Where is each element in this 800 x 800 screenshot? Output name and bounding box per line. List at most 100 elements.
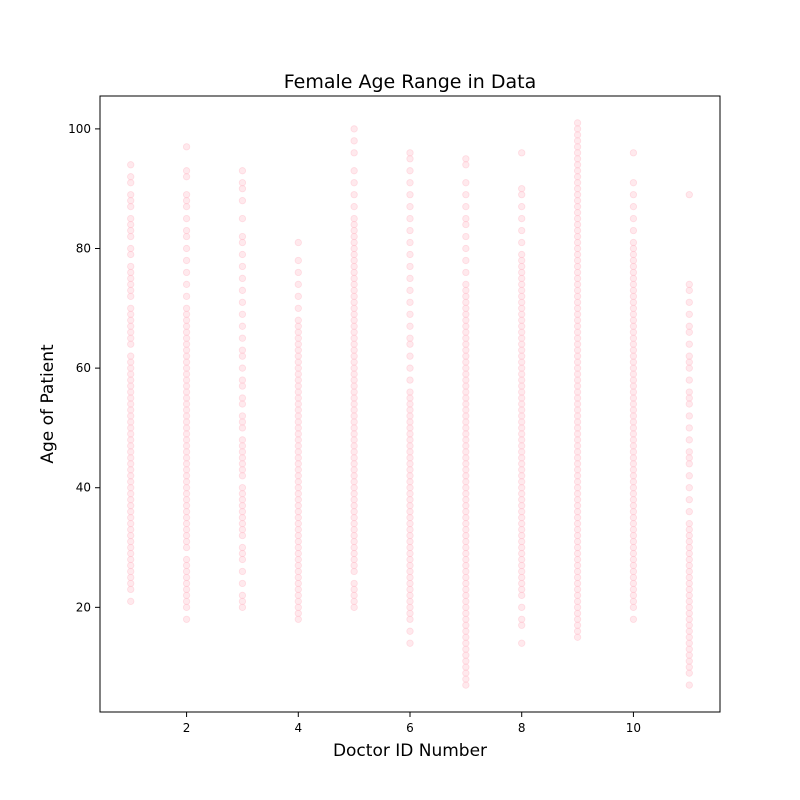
data-point bbox=[294, 430, 302, 438]
data-point bbox=[518, 304, 526, 312]
data-point bbox=[518, 508, 526, 516]
data-point bbox=[406, 454, 414, 462]
data-point bbox=[685, 537, 693, 546]
data-point bbox=[182, 579, 191, 588]
data-point bbox=[462, 328, 470, 336]
data-point bbox=[685, 549, 693, 558]
data-point bbox=[127, 472, 135, 480]
data-point bbox=[518, 226, 526, 235]
data-point bbox=[518, 496, 526, 504]
data-point bbox=[294, 376, 302, 384]
data-point bbox=[294, 370, 302, 378]
data-point bbox=[350, 394, 358, 402]
data-point bbox=[573, 137, 582, 145]
data-point bbox=[518, 418, 526, 426]
data-point bbox=[629, 454, 638, 462]
data-point bbox=[685, 484, 693, 492]
data-point bbox=[629, 340, 638, 348]
data-point bbox=[182, 322, 191, 330]
data-point bbox=[127, 525, 135, 534]
data-point bbox=[406, 191, 414, 199]
data-point bbox=[406, 226, 414, 235]
data-point bbox=[406, 430, 414, 438]
data-point bbox=[406, 322, 414, 330]
data-point bbox=[238, 167, 247, 175]
data-point bbox=[127, 478, 135, 486]
data-point bbox=[127, 244, 135, 253]
data-point bbox=[629, 466, 638, 474]
data-point bbox=[238, 460, 247, 468]
data-point bbox=[518, 567, 526, 576]
data-point bbox=[629, 555, 638, 564]
data-point bbox=[406, 561, 414, 570]
data-point bbox=[182, 143, 191, 151]
data-point bbox=[573, 203, 582, 211]
data-point bbox=[573, 286, 582, 294]
data-point bbox=[629, 370, 638, 378]
data-point bbox=[294, 394, 302, 402]
data-point bbox=[518, 370, 526, 378]
data-point bbox=[350, 603, 358, 611]
data-point bbox=[685, 322, 693, 330]
data-point bbox=[518, 394, 526, 402]
data-point bbox=[573, 400, 582, 408]
data-point bbox=[518, 436, 526, 444]
data-point bbox=[462, 298, 470, 306]
data-point bbox=[462, 256, 470, 265]
data-point bbox=[573, 549, 582, 558]
data-point bbox=[573, 209, 582, 217]
data-point bbox=[238, 543, 247, 552]
data-point bbox=[406, 424, 414, 432]
data-point bbox=[127, 454, 135, 462]
data-point bbox=[518, 364, 526, 372]
data-point bbox=[350, 376, 358, 384]
data-point bbox=[518, 376, 526, 384]
data-point bbox=[685, 352, 693, 360]
data-point bbox=[518, 328, 526, 336]
data-point bbox=[350, 262, 358, 271]
data-point bbox=[127, 448, 135, 456]
data-point bbox=[462, 448, 470, 456]
data-point bbox=[629, 382, 638, 390]
data-point bbox=[294, 382, 302, 390]
data-point bbox=[685, 412, 693, 420]
data-point bbox=[462, 681, 470, 689]
data-point bbox=[518, 340, 526, 348]
data-point bbox=[182, 388, 191, 396]
data-point bbox=[573, 167, 582, 175]
data-point bbox=[294, 358, 302, 366]
data-point bbox=[182, 520, 191, 528]
data-point bbox=[182, 400, 191, 408]
data-point bbox=[685, 669, 693, 677]
data-point bbox=[127, 179, 135, 187]
data-point bbox=[629, 430, 638, 438]
data-point bbox=[518, 531, 526, 540]
data-point bbox=[406, 262, 414, 271]
data-point bbox=[462, 460, 470, 468]
data-point bbox=[127, 466, 135, 474]
data-point bbox=[629, 573, 638, 582]
data-point bbox=[182, 406, 191, 414]
data-point bbox=[462, 400, 470, 408]
data-point bbox=[406, 555, 414, 564]
data-point bbox=[127, 232, 135, 241]
data-point bbox=[127, 531, 135, 540]
data-point bbox=[406, 286, 414, 294]
data-point bbox=[573, 448, 582, 456]
data-point bbox=[518, 382, 526, 390]
data-point bbox=[406, 514, 414, 522]
data-point bbox=[573, 262, 582, 271]
data-point bbox=[350, 322, 358, 330]
data-point bbox=[406, 203, 414, 211]
data-point bbox=[238, 591, 247, 599]
data-point bbox=[629, 418, 638, 426]
data-point bbox=[350, 579, 358, 588]
data-point bbox=[685, 681, 693, 689]
data-point bbox=[238, 442, 247, 450]
data-point bbox=[406, 579, 414, 588]
data-point bbox=[127, 555, 135, 564]
data-point bbox=[629, 603, 638, 611]
data-point bbox=[573, 567, 582, 576]
data-point bbox=[573, 472, 582, 480]
data-point bbox=[518, 352, 526, 360]
